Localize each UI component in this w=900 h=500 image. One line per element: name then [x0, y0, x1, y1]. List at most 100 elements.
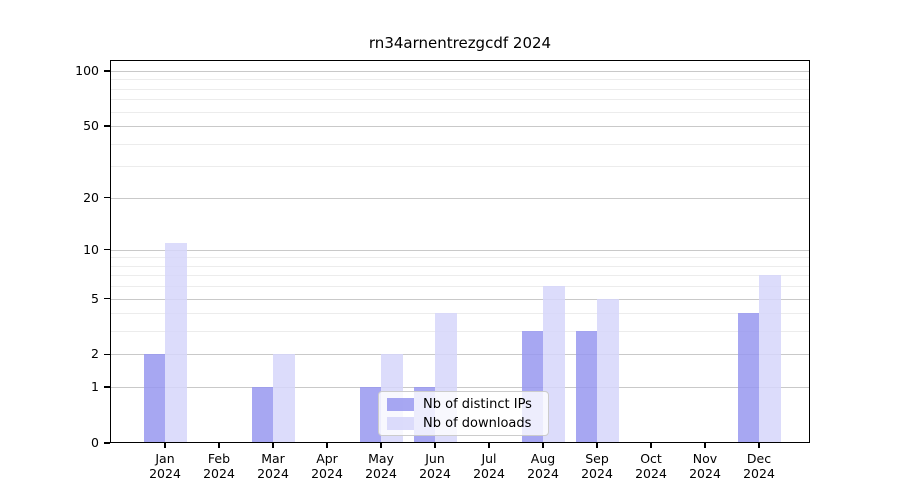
x-axis-tick-label: Jan 2024 [135, 451, 195, 481]
legend: Nb of distinct IPs Nb of downloads [378, 391, 549, 436]
x-axis-tick-mark [488, 443, 490, 448]
minor-gridline [110, 143, 810, 145]
x-axis-tick-mark [272, 443, 274, 448]
y-axis-tick-label: 100 [75, 62, 99, 78]
y-axis-tick-mark [104, 442, 110, 444]
legend-swatch-icon [387, 416, 414, 430]
month-label: Feb [207, 451, 231, 466]
year-label: 2024 [365, 466, 397, 481]
y-axis-tick-label: 5 [91, 290, 99, 306]
plot-border [110, 60, 810, 443]
x-axis-tick-label: Aug 2024 [513, 451, 573, 481]
y-axis-tick-label: 10 [83, 241, 99, 257]
x-axis-tick-label: Oct 2024 [621, 451, 681, 481]
minor-gridline [110, 286, 810, 288]
year-label: 2024 [635, 466, 667, 481]
year-label: 2024 [743, 466, 775, 481]
minor-gridline [110, 166, 810, 168]
minor-gridline [110, 88, 810, 90]
month-label: Mar [261, 451, 285, 466]
year-label: 2024 [311, 466, 343, 481]
bar-downloads-sep [597, 298, 619, 443]
x-axis-tick-mark [542, 443, 544, 448]
y-axis-tick-label: 50 [83, 118, 99, 134]
y-axis-tick-label: 2 [91, 346, 99, 362]
minor-gridline [110, 331, 810, 333]
minor-gridline [110, 79, 810, 81]
bar-distinct-ips-dec [737, 313, 759, 443]
chart-title: rn34arnentrezgcdf 2024 [368, 34, 552, 52]
bar-downloads-jan [165, 242, 187, 443]
legend-item: Nb of distinct IPs [387, 397, 540, 412]
x-axis-tick-mark [704, 443, 706, 448]
month-label: Jan [155, 451, 175, 466]
year-label: 2024 [203, 466, 235, 481]
year-label: 2024 [581, 466, 613, 481]
legend-swatch-icon [387, 397, 414, 411]
month-label: Jul [481, 451, 497, 466]
minor-gridline [110, 313, 810, 315]
x-axis-tick-label: Jun 2024 [405, 451, 465, 481]
major-gridline [110, 298, 810, 300]
minor-gridline [110, 275, 810, 277]
major-gridline [110, 354, 810, 356]
major-gridline [110, 387, 810, 389]
bar-distinct-ips-may [359, 387, 381, 443]
x-axis-tick-label: Sep 2024 [567, 451, 627, 481]
month-label: Apr [316, 451, 338, 466]
y-axis-tick-mark [104, 196, 110, 199]
x-axis-tick-label: Apr 2024 [297, 451, 357, 481]
month-label: Jun [425, 451, 445, 466]
x-axis-tick-label: Jul 2024 [459, 451, 519, 481]
x-axis-tick-mark [758, 443, 760, 448]
y-axis-tick-mark [104, 297, 110, 300]
bar-downloads-mar [273, 354, 295, 443]
legend-label: Nb of downloads [423, 415, 532, 431]
year-label: 2024 [149, 466, 181, 481]
y-axis-tick-mark [104, 353, 110, 356]
x-axis-tick-label: Feb 2024 [189, 451, 249, 481]
major-gridline [110, 197, 810, 199]
y-axis-tick-label: 1 [91, 379, 99, 395]
month-label: May [368, 451, 394, 466]
x-axis-tick-label: Nov 2024 [675, 451, 735, 481]
year-label: 2024 [257, 466, 289, 481]
year-label: 2024 [473, 466, 505, 481]
legend-item: Nb of downloads [387, 416, 540, 431]
x-axis-tick-mark [434, 443, 436, 448]
x-axis-tick-mark [380, 443, 382, 448]
plot-area: Nb of distinct IPs Nb of downloads [110, 60, 810, 443]
month-label: Aug [530, 451, 556, 466]
minor-gridline [110, 257, 810, 259]
y-axis-tick-label: 20 [83, 189, 99, 205]
y-axis-tick-label: 0 [91, 435, 99, 450]
bar-downloads-dec [759, 275, 781, 443]
x-axis-tick-mark [596, 443, 598, 448]
x-axis-tick-label: May 2024 [351, 451, 411, 481]
year-label: 2024 [527, 466, 559, 481]
major-gridline [110, 126, 810, 128]
bar-distinct-ips-sep [575, 331, 597, 443]
y-axis-tick-mark [104, 386, 110, 388]
minor-gridline [110, 265, 810, 267]
y-axis-tick-mark [104, 70, 110, 72]
bar-distinct-ips-mar [251, 387, 273, 443]
major-gridline [110, 70, 810, 72]
x-axis-tick-mark [164, 443, 166, 448]
x-axis-tick-mark [326, 443, 328, 448]
year-label: 2024 [419, 466, 451, 481]
legend-label: Nb of distinct IPs [423, 396, 532, 412]
bar-distinct-ips-jan [143, 354, 165, 443]
month-label: Sep [585, 451, 609, 466]
minor-gridline [110, 99, 810, 101]
minor-gridline [110, 111, 810, 113]
x-axis-tick-mark [218, 443, 220, 448]
y-axis-tick-mark [104, 248, 110, 251]
year-label: 2024 [689, 466, 721, 481]
x-axis-tick-label: Dec 2024 [729, 451, 789, 481]
x-axis-tick-mark [650, 443, 652, 448]
month-label: Oct [640, 451, 662, 466]
major-gridline [110, 249, 810, 251]
x-axis-tick-label: Mar 2024 [243, 451, 303, 481]
